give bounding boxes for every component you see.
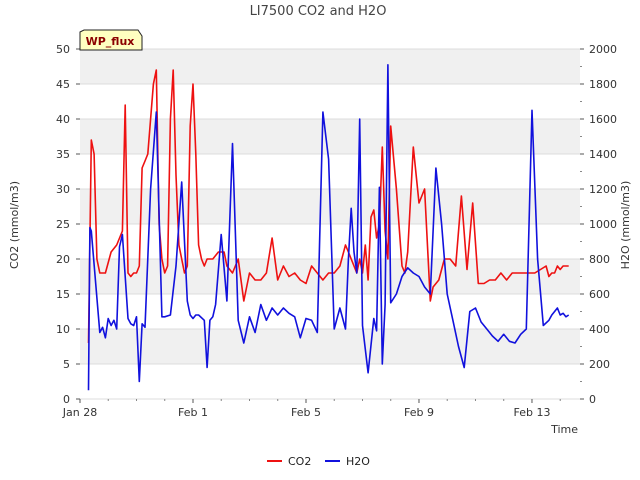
y-left-tick-label: 45: [56, 78, 70, 91]
x-tick-label: Feb 9: [404, 406, 434, 419]
y-right-tick-label: 200: [589, 358, 610, 371]
y-axis-left-label: CO2 (mmol/m3): [8, 181, 21, 269]
y-left-tick-label: 35: [56, 148, 70, 161]
y-right-tick-label: 800: [589, 253, 610, 266]
x-tick-label: Feb 5: [291, 406, 321, 419]
y-right-tick-label: 1800: [589, 78, 617, 91]
series-lines: [87, 64, 570, 391]
legend[interactable]: CO2 H2O: [267, 455, 370, 468]
plot-band: [80, 329, 580, 364]
site-badge: WP_flux: [79, 29, 143, 51]
y-left-tick-label: 15: [56, 288, 70, 301]
y-right-tick-label: 2000: [589, 43, 617, 56]
site-badge-box: [79, 29, 143, 51]
y-left-tick-label: 50: [56, 43, 70, 56]
plot-band: [80, 119, 580, 154]
series-line-co2: [87, 69, 569, 344]
y-right-tick-label: 0: [589, 393, 596, 406]
y-left-tick-label: 25: [56, 218, 70, 231]
y-right-tick-label: 1400: [589, 148, 617, 161]
x-axis: Jan 28 Feb 1 Feb 5 Feb 9 Feb 13: [62, 399, 561, 419]
y-left-tick-label: 20: [56, 253, 70, 266]
y-axis-right-label: H2O (mmol/m3): [619, 181, 632, 270]
y-left-tick-label: 10: [56, 323, 70, 336]
site-badge-text: WP_flux: [86, 35, 135, 48]
y-left-tick-label: 30: [56, 183, 70, 196]
legend-label-h2o: H2O: [346, 455, 370, 468]
y-right-tick-label: 1600: [589, 113, 617, 126]
x-tick-label: Feb 13: [513, 406, 550, 419]
y-axis-right: 0 200 400 600 800 1000 1200 1400 1600 1800 2000: [580, 43, 617, 406]
y-left-tick-label: 40: [56, 113, 70, 126]
x-tick-label: Feb 1: [178, 406, 208, 419]
series-line-h2o: [87, 64, 570, 391]
x-tick-label: Jan 28: [62, 406, 97, 419]
y-right-tick-label: 600: [589, 288, 610, 301]
chart-title: LI7500 CO2 and H2O: [250, 4, 387, 19]
plot-band: [80, 49, 580, 84]
plot-band: [80, 259, 580, 294]
y-right-tick-label: 1200: [589, 183, 617, 196]
y-right-tick-label: 1000: [589, 218, 617, 231]
x-axis-label: Time: [550, 423, 578, 436]
y-left-tick-label: 0: [63, 393, 70, 406]
legend-label-co2: CO2: [288, 455, 311, 468]
y-left-tick-label: 5: [63, 358, 70, 371]
y-right-tick-label: 400: [589, 323, 610, 336]
y-axis-left: 0 5 10 15 20 25 30 35 40 45 50: [56, 43, 80, 406]
